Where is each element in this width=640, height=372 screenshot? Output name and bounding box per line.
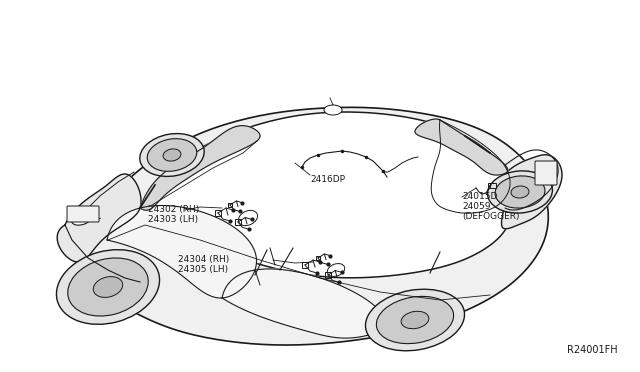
FancyBboxPatch shape bbox=[535, 161, 557, 185]
Polygon shape bbox=[107, 205, 257, 298]
Bar bbox=[215, 210, 221, 216]
Ellipse shape bbox=[511, 186, 529, 198]
Bar bbox=[325, 272, 331, 278]
Ellipse shape bbox=[488, 171, 552, 213]
Ellipse shape bbox=[365, 289, 465, 351]
Bar bbox=[488, 183, 496, 188]
Polygon shape bbox=[415, 119, 508, 175]
Ellipse shape bbox=[324, 105, 342, 115]
Ellipse shape bbox=[495, 176, 545, 208]
Text: 24302 (RH): 24302 (RH) bbox=[148, 205, 199, 214]
Polygon shape bbox=[222, 269, 385, 338]
Ellipse shape bbox=[163, 149, 181, 161]
FancyBboxPatch shape bbox=[67, 206, 99, 222]
Text: 24015D: 24015D bbox=[462, 192, 497, 201]
Ellipse shape bbox=[401, 311, 429, 329]
Text: 24304 (RH): 24304 (RH) bbox=[178, 255, 229, 264]
Ellipse shape bbox=[56, 250, 159, 324]
Bar bbox=[302, 262, 308, 268]
Polygon shape bbox=[65, 108, 548, 345]
Ellipse shape bbox=[93, 277, 123, 297]
Polygon shape bbox=[140, 112, 515, 278]
Ellipse shape bbox=[72, 211, 93, 225]
Bar bbox=[228, 203, 232, 208]
Polygon shape bbox=[140, 126, 260, 210]
Text: 24059: 24059 bbox=[462, 202, 490, 211]
Ellipse shape bbox=[68, 258, 148, 316]
Text: 24303 (LH): 24303 (LH) bbox=[148, 215, 198, 224]
Ellipse shape bbox=[376, 296, 454, 344]
Text: R24001FH: R24001FH bbox=[568, 345, 618, 355]
Text: 24305 (LH): 24305 (LH) bbox=[178, 265, 228, 274]
Polygon shape bbox=[57, 174, 141, 262]
Text: 2416DP: 2416DP bbox=[310, 175, 345, 184]
Text: (DEFOGGER): (DEFOGGER) bbox=[462, 212, 520, 221]
Ellipse shape bbox=[140, 134, 204, 176]
Polygon shape bbox=[502, 155, 562, 229]
Ellipse shape bbox=[147, 139, 196, 171]
Bar bbox=[316, 256, 321, 260]
Bar bbox=[236, 219, 241, 225]
